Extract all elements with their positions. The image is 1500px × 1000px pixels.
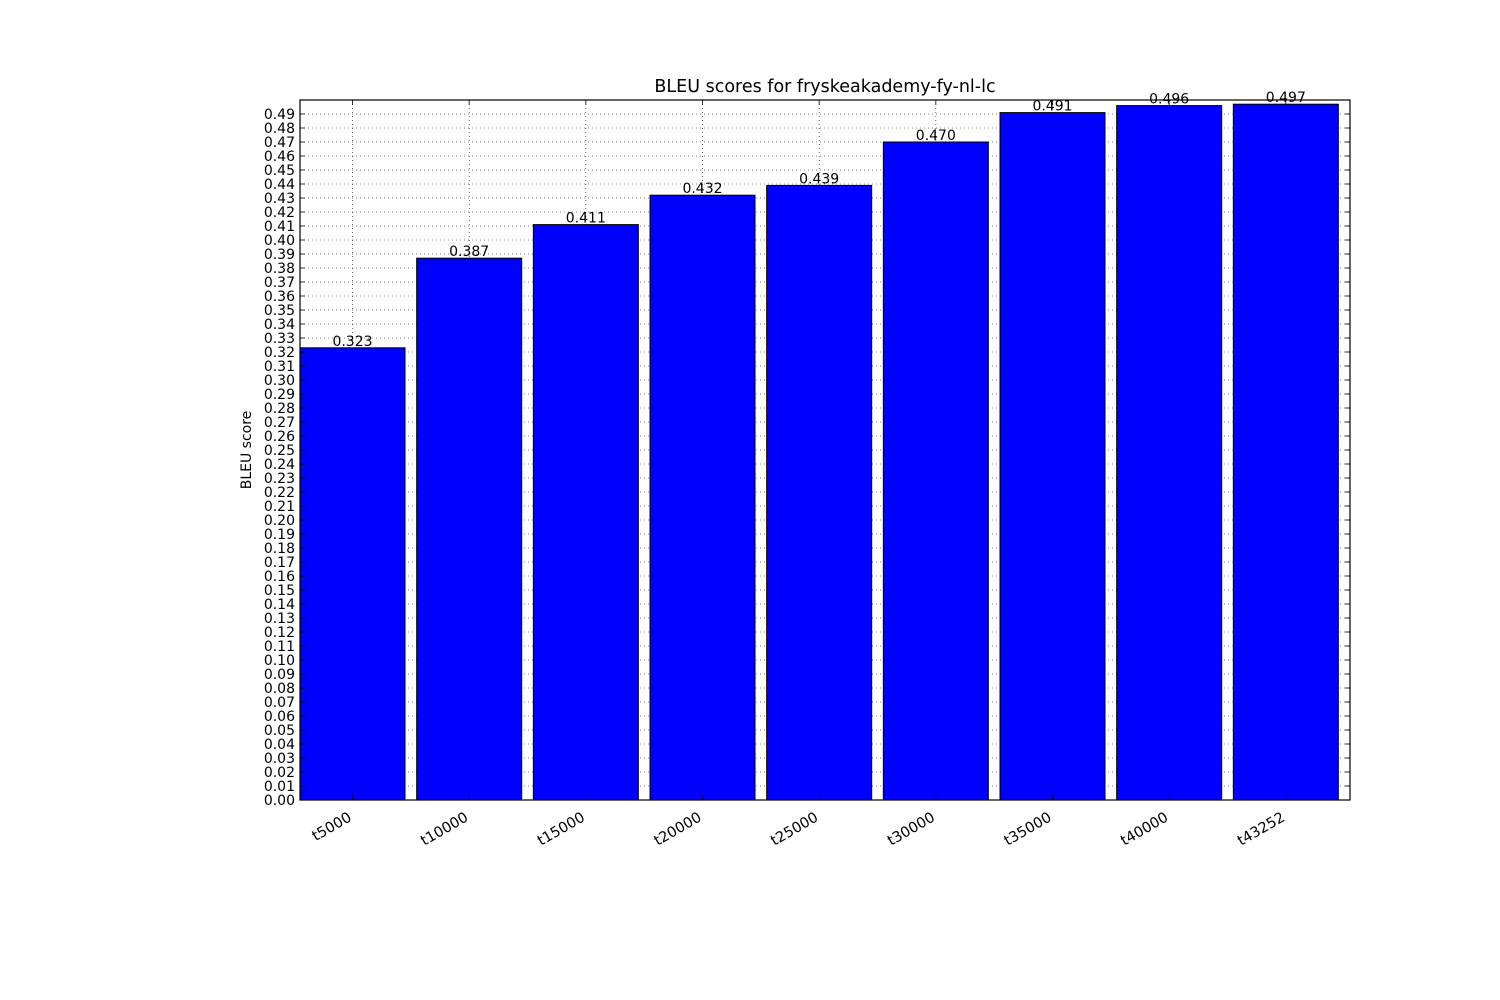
bar-value-label: 0.432 (682, 181, 722, 197)
y-tick-label: 0.20 (264, 513, 295, 529)
bar-value-label: 0.497 (1266, 90, 1306, 106)
y-tick-label: 0.11 (264, 639, 295, 655)
y-tick-label: 0.45 (264, 163, 295, 179)
y-tick-label: 0.18 (264, 541, 295, 557)
bar-t30000 (882, 141, 989, 801)
y-tick-label: 0.36 (264, 289, 295, 305)
bar-t35000 (999, 112, 1106, 801)
y-tick-labels: 0.000.010.020.030.040.050.060.070.080.09… (264, 107, 295, 809)
bar-value-label: 0.387 (449, 244, 489, 260)
value-labels: 0.323 0.387 0.411 0.432 0.439 0.470 0.491 0.496… (332, 90, 1305, 350)
y-tick-label: 0.49 (264, 107, 295, 123)
bar-t20000 (649, 194, 756, 801)
bar-value-label: 0.491 (1032, 99, 1072, 115)
bar-t40000 (1116, 105, 1223, 801)
y-tick-label: 0.30 (264, 373, 295, 389)
y-tick-label: 0.44 (264, 177, 295, 193)
y-tick-label: 0.32 (264, 345, 295, 361)
y-tick-label: 0.31 (264, 359, 295, 375)
bar-t10000 (416, 257, 523, 801)
y-tick-label: 0.17 (264, 555, 295, 571)
bar-t25000 (766, 184, 873, 801)
y-tick-label: 0.40 (264, 233, 295, 249)
y-tick-label: 0.03 (264, 751, 295, 767)
y-tick-label: 0.39 (264, 247, 295, 263)
bar-t15000 (532, 224, 639, 801)
y-tick-label: 0.33 (264, 331, 295, 347)
y-tick-label: 0.08 (264, 681, 295, 697)
y-tick-label: 0.10 (264, 653, 295, 669)
y-tick-label: 0.34 (264, 317, 295, 333)
y-tick-label: 0.38 (264, 261, 295, 277)
bar-value-label: 0.470 (916, 128, 956, 144)
bar-t43252 (1232, 103, 1339, 801)
y-tick-label: 0.05 (264, 723, 295, 739)
y-tick-label: 0.02 (264, 765, 295, 781)
y-tick-label: 0.19 (264, 527, 295, 543)
y-tick-label: 0.48 (264, 121, 295, 137)
y-tick-label: 0.24 (264, 457, 295, 473)
y-tick-label: 0.42 (264, 205, 295, 221)
y-tick-label: 0.29 (264, 387, 295, 403)
y-tick-label: 0.16 (264, 569, 295, 585)
y-tick-label: 0.41 (264, 219, 295, 235)
y-tick-label: 0.26 (264, 429, 295, 445)
y-tick-label: 0.09 (264, 667, 295, 683)
y-axis-label: BLEU score (239, 411, 255, 490)
y-tick-label: 0.25 (264, 443, 295, 459)
tick-marks (300, 100, 1350, 801)
y-tick-label: 0.43 (264, 191, 295, 207)
bars (299, 103, 1339, 801)
y-tick-label: 0.22 (264, 485, 295, 501)
y-tick-label: 0.01 (264, 779, 295, 795)
y-tick-label: 0.12 (264, 625, 295, 641)
chart-title: BLEU scores for fryskeakademy-fy-nl-lc (654, 77, 995, 97)
y-tick-label: 0.27 (264, 415, 295, 431)
y-tick-label: 0.13 (264, 611, 295, 627)
bar-value-label: 0.323 (332, 334, 372, 350)
y-tick-label: 0.14 (264, 597, 295, 613)
y-tick-label: 0.46 (264, 149, 295, 165)
y-tick-label: 0.23 (264, 471, 295, 487)
y-tick-label: 0.04 (264, 737, 295, 753)
bar-value-label: 0.439 (799, 171, 839, 187)
y-tick-label: 0.47 (264, 135, 295, 151)
y-tick-label: 0.28 (264, 401, 295, 417)
y-tick-label: 0.37 (264, 275, 295, 291)
y-tick-label: 0.00 (264, 793, 295, 809)
y-tick-label: 0.35 (264, 303, 295, 319)
y-tick-label: 0.21 (264, 499, 295, 515)
y-tick-label: 0.06 (264, 709, 295, 725)
y-tick-label: 0.07 (264, 695, 295, 711)
y-tick-label: 0.15 (264, 583, 295, 599)
bar-t5000 (299, 347, 406, 801)
bar-value-label: 0.411 (566, 211, 606, 227)
bar-value-label: 0.496 (1149, 92, 1189, 108)
